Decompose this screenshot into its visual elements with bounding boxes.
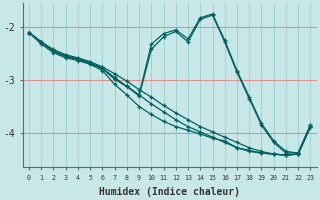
X-axis label: Humidex (Indice chaleur): Humidex (Indice chaleur): [99, 186, 240, 197]
